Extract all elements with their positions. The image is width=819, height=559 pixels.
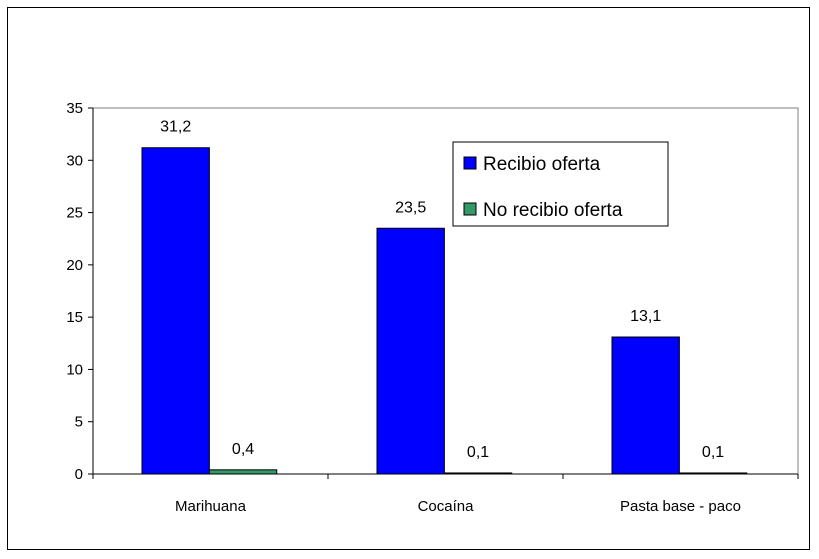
legend: Recibio oferta No recibio oferta bbox=[452, 141, 669, 227]
data-label: 31,2 bbox=[160, 119, 191, 136]
plot-area bbox=[92, 107, 799, 475]
data-label: 0,1 bbox=[467, 444, 489, 461]
x-axis: Marihuana Cocaína Pasta base - paco bbox=[92, 473, 799, 515]
bar bbox=[141, 147, 210, 475]
y-tick-label: 10 bbox=[66, 361, 83, 378]
data-label: 0,1 bbox=[702, 444, 724, 461]
legend-label-no-recibio-oferta: No recibio oferta bbox=[483, 200, 623, 221]
y-tick-label: 20 bbox=[66, 257, 83, 274]
bar bbox=[611, 336, 680, 475]
y-tick-label: 15 bbox=[66, 309, 83, 326]
x-tick-label: Marihuana bbox=[175, 498, 247, 515]
x-tick-label: Cocaína bbox=[418, 498, 475, 515]
y-tick-label: 5 bbox=[75, 414, 83, 431]
x-tick-label: Pasta base - paco bbox=[620, 498, 741, 515]
bars bbox=[141, 147, 748, 475]
data-label: 0,4 bbox=[232, 441, 254, 458]
legend-swatch-recibio-oferta bbox=[463, 156, 477, 170]
data-label: 23,5 bbox=[395, 199, 426, 216]
bar bbox=[376, 227, 445, 475]
bar bbox=[678, 472, 748, 475]
data-label: 13,1 bbox=[630, 308, 661, 325]
y-tick-label: 25 bbox=[66, 205, 83, 222]
y-tick-label: 0 bbox=[75, 466, 83, 483]
y-tick-label: 30 bbox=[66, 152, 83, 169]
legend-swatch-no-recibio-oferta bbox=[463, 202, 477, 216]
bar bbox=[443, 472, 513, 475]
bar bbox=[208, 469, 278, 475]
data-labels: 31,2 23,5 13,1 0,4 0,1 0,1 bbox=[160, 119, 724, 461]
legend-label-recibio-oferta: Recibio oferta bbox=[483, 154, 601, 175]
y-tick-label: 35 bbox=[66, 100, 83, 117]
legend-box bbox=[452, 141, 669, 227]
y-axis: 0 5 10 15 20 25 30 35 bbox=[66, 100, 94, 483]
